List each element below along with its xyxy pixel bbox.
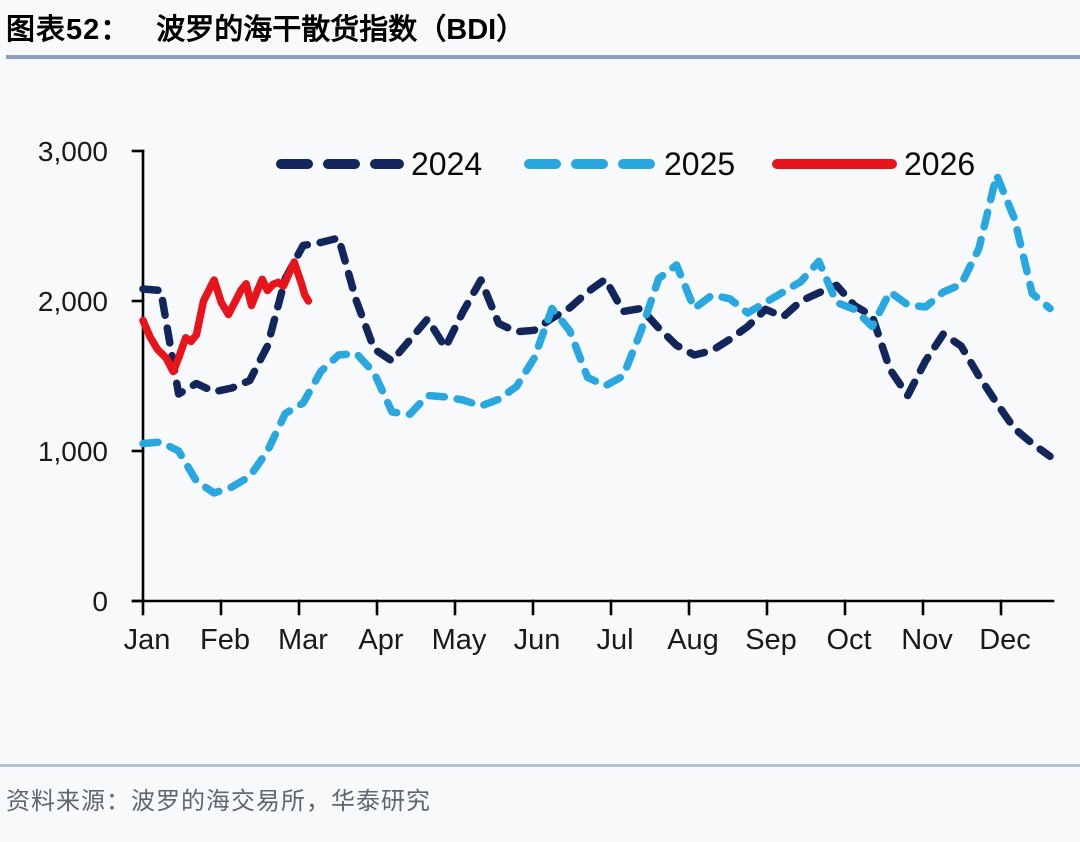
- x-tick-label: Oct: [826, 624, 871, 656]
- x-axis-labels: Jan Feb Mar Apr May Jun Jul Aug Sep Oct Nov Dec: [124, 624, 1031, 656]
- legend-label-2026: 2026: [904, 146, 975, 182]
- series-line-2025: [139, 171, 1054, 497]
- source-note: 资料来源：波罗的海交易所，华泰研究: [6, 789, 431, 815]
- y-tick-label: 0: [92, 586, 108, 617]
- legend-item-2025: 2025: [524, 146, 735, 182]
- legend-label-2024: 2024: [411, 146, 482, 182]
- axes: [131, 149, 1055, 616]
- x-tick-label: Jan: [124, 624, 171, 656]
- legend-label-2025: 2025: [664, 146, 735, 182]
- x-tick-label: Apr: [358, 624, 403, 656]
- x-tick-label: Aug: [667, 624, 719, 656]
- y-tick-label: 3,000: [38, 136, 108, 167]
- y-tick-label: 1,000: [38, 436, 108, 467]
- footer-divider: [0, 764, 1080, 767]
- series-line-2024: [139, 234, 1054, 461]
- legend-item-2026: 2026: [772, 146, 975, 182]
- y-axis-labels: 0 1,000 2,000 3,000: [38, 136, 108, 617]
- figure-number-label: 图表52：: [6, 14, 131, 46]
- x-tick-label: May: [432, 624, 487, 656]
- chart-canvas: 0 1,000 2,000 3,000 Jan Feb Mar Apr May Jun Jul Aug…: [38, 136, 1055, 656]
- x-tick-label: Feb: [200, 624, 250, 656]
- x-tick-label: Dec: [979, 624, 1031, 656]
- figure-title-row: 图表52： 波罗的海干散货指数（BDI）: [6, 10, 1080, 50]
- bdi-line-chart: 0 1,000 2,000 3,000 Jan Feb Mar Apr May Jun Jul Aug…: [0, 61, 1080, 721]
- title-divider: [6, 55, 1080, 59]
- x-tick-label: Jun: [514, 624, 561, 656]
- figure-footer: 资料来源：波罗的海交易所，华泰研究: [0, 764, 1080, 816]
- x-tick-label: Mar: [278, 624, 328, 656]
- x-tick-label: Sep: [745, 624, 797, 656]
- y-tick-label: 2,000: [38, 286, 108, 317]
- series-line-2026: [139, 258, 313, 376]
- figure-header: 图表52： 波罗的海干散货指数（BDI）: [0, 0, 1080, 59]
- x-tick-label: Jul: [596, 624, 633, 656]
- legend: 2024 2025 2026: [276, 146, 975, 182]
- legend-item-2024: 2024: [276, 146, 482, 182]
- x-tick-label: Nov: [901, 624, 953, 656]
- figure-title: 波罗的海干散货指数（BDI）: [156, 14, 526, 46]
